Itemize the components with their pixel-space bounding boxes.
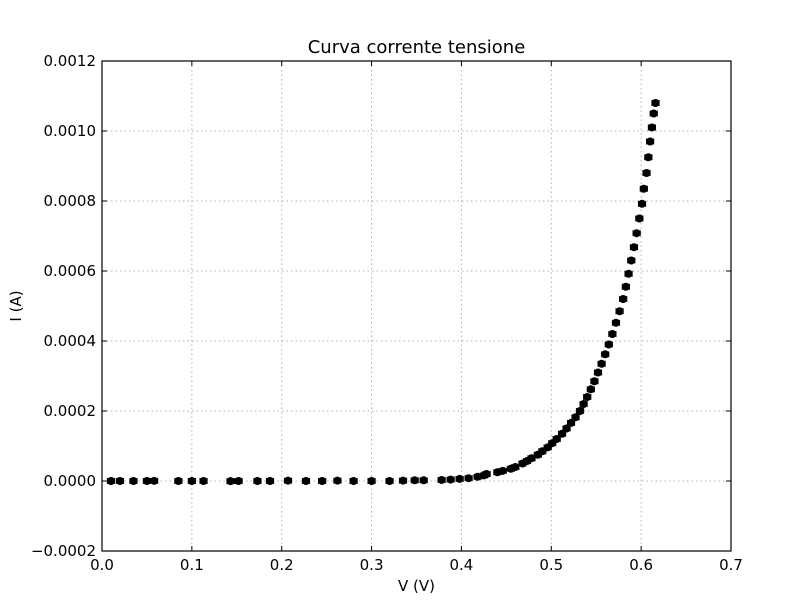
data-point <box>333 476 342 485</box>
data-point <box>627 256 636 265</box>
data-point <box>199 477 208 485</box>
data-point <box>234 477 243 485</box>
data-point <box>473 472 482 481</box>
x-tick-label: 0.1 <box>180 556 204 574</box>
data-point <box>586 385 595 394</box>
data-point <box>649 109 658 118</box>
data-point <box>642 169 651 177</box>
data-point <box>142 477 151 485</box>
data-point <box>571 413 580 422</box>
data-point <box>187 477 196 485</box>
y-tick-label: 0.0002 <box>44 402 97 420</box>
data-point <box>638 199 647 208</box>
data-point <box>552 435 561 443</box>
data-point <box>266 477 275 485</box>
data-point <box>437 475 446 484</box>
data-points <box>106 99 660 486</box>
data-point <box>567 418 576 427</box>
data-point <box>646 137 655 146</box>
x-tick-label: 0.7 <box>719 556 743 574</box>
data-point <box>301 477 310 485</box>
data-point <box>604 340 613 349</box>
data-point <box>385 477 394 485</box>
data-point <box>562 424 571 433</box>
data-point <box>253 477 262 485</box>
data-point <box>621 282 630 291</box>
data-point <box>527 454 536 463</box>
data-point <box>635 214 644 223</box>
data-point <box>629 243 638 252</box>
y-tick-label: 0.0000 <box>44 472 97 490</box>
data-point <box>284 476 293 485</box>
data-point <box>597 359 606 368</box>
x-axis-ticks: 0.0 0.1 0.2 0.3 0.4 0.5 0.6 0.7 <box>90 61 743 574</box>
data-point <box>644 153 653 162</box>
x-tick-label: 0.2 <box>270 556 294 574</box>
data-point <box>150 476 159 485</box>
data-point <box>419 476 428 485</box>
data-point <box>632 229 641 238</box>
data-point <box>367 477 376 485</box>
data-point <box>590 377 599 386</box>
y-axis-label: I (A) <box>7 290 25 321</box>
data-point <box>511 463 520 471</box>
data-point <box>318 477 327 485</box>
data-point <box>455 474 464 483</box>
plot-frame <box>101 60 732 552</box>
data-point <box>615 307 624 316</box>
data-point <box>349 477 358 485</box>
data-point <box>174 477 183 485</box>
y-tick-label: −0.0002 <box>31 542 96 560</box>
y-tick-label: 0.0012 <box>44 52 97 70</box>
data-point <box>576 407 585 415</box>
x-tick-label: 0.6 <box>629 556 653 574</box>
data-point <box>226 477 235 486</box>
data-point <box>611 318 620 327</box>
data-point <box>651 99 660 107</box>
data-point <box>558 429 567 438</box>
data-point <box>624 269 633 278</box>
x-tick-label: 0.0 <box>90 556 114 574</box>
x-axis-label: V (V) <box>398 577 435 595</box>
y-tick-label: 0.0006 <box>44 262 97 280</box>
data-point <box>115 477 124 485</box>
chart-title: Curva corrente tensione <box>308 37 526 58</box>
y-tick-label: 0.0010 <box>44 122 97 140</box>
data-point <box>619 295 628 303</box>
data-point <box>129 477 138 485</box>
data-point <box>601 350 610 359</box>
data-point <box>579 400 588 408</box>
data-point <box>464 474 473 483</box>
x-tick-label: 0.5 <box>539 556 563 574</box>
y-tick-label: 0.0008 <box>44 192 97 210</box>
x-tick-label: 0.4 <box>449 556 473 574</box>
data-point <box>583 393 592 401</box>
data-point <box>482 470 491 478</box>
data-point <box>608 330 617 338</box>
data-point <box>639 184 648 193</box>
data-point <box>106 477 115 485</box>
data-point <box>410 476 419 485</box>
y-axis-ticks: −0.0002 0.0000 0.0002 0.0004 0.0006 0.0008 0.0… <box>31 52 731 560</box>
y-tick-label: 0.0004 <box>44 332 97 350</box>
data-point <box>446 475 455 484</box>
x-tick-label: 0.3 <box>360 556 384 574</box>
data-point <box>399 476 408 485</box>
data-point <box>498 466 507 475</box>
data-point <box>594 368 603 377</box>
data-point <box>647 123 656 132</box>
